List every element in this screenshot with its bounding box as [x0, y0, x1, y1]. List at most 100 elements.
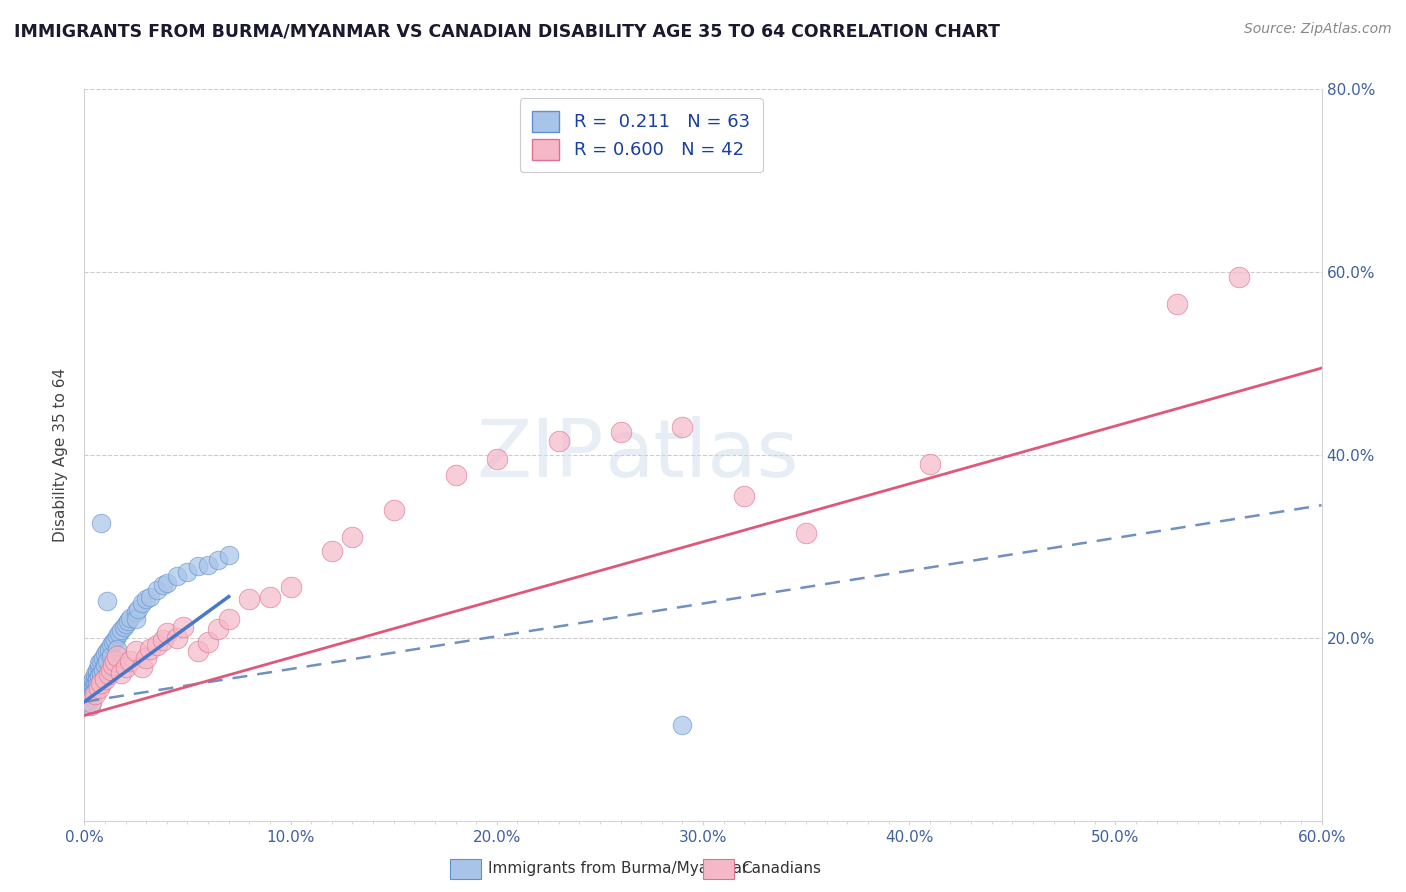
Point — [96, 594, 118, 608]
Text: Source: ZipAtlas.com: Source: ZipAtlas.com — [1244, 22, 1392, 37]
Point — [609, 425, 631, 439]
Point — [77, 695, 100, 709]
Point — [152, 632, 174, 647]
Point — [671, 717, 693, 731]
Point — [100, 663, 122, 677]
Point — [83, 688, 105, 702]
Text: ZIP: ZIP — [477, 416, 605, 494]
Point — [125, 605, 148, 619]
Point — [94, 647, 117, 661]
Point — [104, 654, 127, 668]
Point — [131, 660, 153, 674]
Point — [86, 663, 108, 677]
Point — [382, 502, 405, 516]
Point — [75, 695, 97, 709]
Point — [86, 665, 108, 680]
Point — [105, 649, 128, 664]
Point — [86, 672, 108, 686]
Point — [79, 695, 101, 709]
Point — [79, 676, 101, 690]
Point — [172, 620, 194, 634]
Point — [918, 457, 941, 471]
Point — [87, 657, 110, 671]
Point — [87, 681, 110, 695]
Point — [114, 617, 136, 632]
Point — [83, 683, 105, 698]
Point — [547, 434, 569, 449]
Y-axis label: Disability Age 35 to 64: Disability Age 35 to 64 — [53, 368, 69, 542]
Legend: R =  0.211   N = 63, R = 0.600   N = 42: R = 0.211 N = 63, R = 0.600 N = 42 — [520, 98, 762, 172]
Point — [86, 678, 108, 692]
Point — [98, 641, 121, 656]
Point — [104, 632, 127, 647]
Point — [75, 690, 97, 705]
Point — [77, 685, 100, 699]
Point — [145, 583, 167, 598]
Point — [139, 641, 162, 656]
Point — [733, 489, 755, 503]
Point — [90, 516, 112, 531]
Point — [166, 631, 188, 645]
Point — [90, 654, 112, 668]
Point — [671, 420, 693, 434]
Point — [125, 613, 148, 627]
Point — [100, 638, 122, 652]
Point — [1227, 269, 1250, 284]
Point — [90, 676, 112, 690]
Point — [114, 660, 136, 674]
Point — [110, 624, 132, 638]
Point — [82, 681, 104, 695]
Point — [152, 578, 174, 592]
Point — [117, 615, 139, 629]
Point — [187, 644, 209, 658]
Point — [131, 596, 153, 610]
Point — [139, 590, 162, 604]
Point — [207, 622, 229, 636]
Point — [94, 672, 117, 686]
Point — [82, 672, 104, 686]
Point — [90, 665, 112, 680]
Point — [342, 530, 364, 544]
Point — [207, 553, 229, 567]
Point — [100, 649, 122, 664]
Point — [321, 544, 343, 558]
Point — [218, 549, 240, 563]
Point — [197, 635, 219, 649]
Point — [83, 672, 105, 686]
Text: IMMIGRANTS FROM BURMA/MYANMAR VS CANADIAN DISABILITY AGE 35 TO 64 CORRELATION CH: IMMIGRANTS FROM BURMA/MYANMAR VS CANADIA… — [14, 22, 1000, 40]
Point — [118, 654, 141, 668]
Point — [94, 658, 117, 673]
Point — [112, 620, 135, 634]
Point — [238, 592, 260, 607]
Point — [485, 452, 508, 467]
Point — [156, 576, 179, 591]
Point — [444, 468, 467, 483]
Point — [218, 613, 240, 627]
Text: atlas: atlas — [605, 416, 799, 494]
Point — [96, 654, 118, 668]
Point — [280, 581, 302, 595]
Point — [79, 690, 101, 705]
Point — [135, 592, 157, 607]
Point — [794, 525, 817, 540]
Point — [96, 644, 118, 658]
Point — [105, 629, 128, 643]
Point — [135, 651, 157, 665]
Point — [79, 681, 101, 695]
Point — [156, 626, 179, 640]
Point — [87, 669, 110, 683]
Point — [125, 644, 148, 658]
Point — [103, 635, 125, 649]
Point — [118, 610, 141, 624]
Point — [83, 678, 105, 692]
Point — [1166, 297, 1188, 311]
Point — [77, 681, 100, 695]
Point — [176, 565, 198, 579]
Point — [197, 558, 219, 572]
Point — [105, 641, 128, 656]
Point — [87, 660, 110, 674]
Point — [103, 658, 125, 673]
Point — [145, 638, 167, 652]
Point — [166, 568, 188, 582]
Point — [91, 651, 114, 665]
